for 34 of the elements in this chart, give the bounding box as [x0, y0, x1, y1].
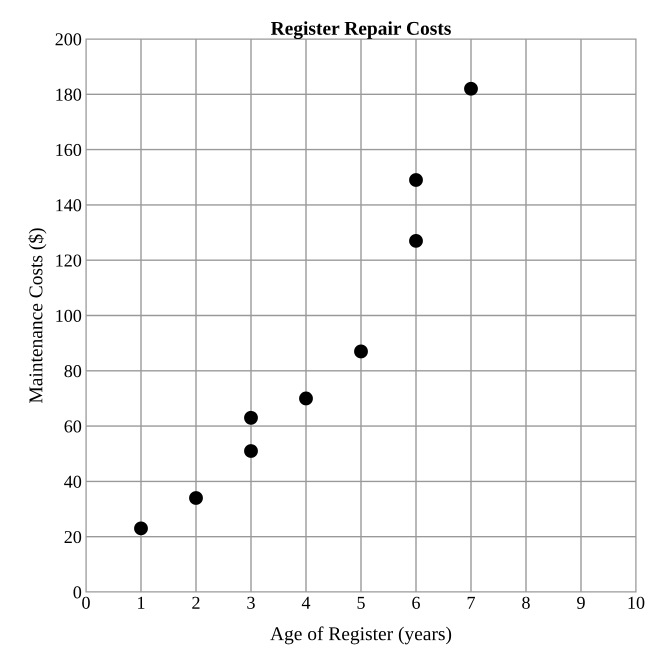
x-tick-label: 0 [82, 596, 90, 609]
y-tick-label: 80 [64, 365, 82, 378]
y-axis-title: Maintenance Costs ($) [28, 228, 46, 403]
x-tick-label: 10 [628, 596, 644, 609]
chart-title: Register Repair Costs [270, 21, 451, 39]
point [409, 173, 423, 187]
point [299, 392, 313, 406]
x-tick-label: 9 [577, 596, 585, 609]
y-tick-label: 40 [64, 476, 82, 488]
point [134, 522, 148, 536]
y-tick-label: 100 [56, 310, 82, 322]
y-tick-label: 160 [56, 144, 82, 156]
y-tick-label: 20 [64, 530, 82, 544]
y-tick-label: 0 [73, 586, 82, 598]
x-tick-label: 3 [247, 596, 255, 609]
y-tick-label: 120 [56, 254, 82, 267]
x-tick-label: 1 [138, 596, 144, 609]
y-tick-label: 180 [56, 88, 82, 101]
x-tick-label: 2 [192, 596, 200, 609]
y-tick-label: 60 [64, 420, 82, 433]
y-tick-label: 140 [56, 199, 82, 212]
x-tick-label: 8 [522, 596, 530, 609]
point [464, 82, 478, 96]
y-tick-label: 200 [56, 33, 82, 46]
point [244, 444, 258, 458]
x-tick-label: 5 [358, 596, 365, 609]
x-tick-label: 7 [468, 596, 475, 609]
point [409, 234, 423, 248]
point [244, 410, 258, 425]
x-tick-label: 6 [412, 596, 420, 609]
x-axis-title: Age of Register (years) [270, 626, 452, 644]
point [354, 344, 368, 358]
x-tick-label: 4 [302, 596, 310, 609]
point [189, 491, 203, 505]
